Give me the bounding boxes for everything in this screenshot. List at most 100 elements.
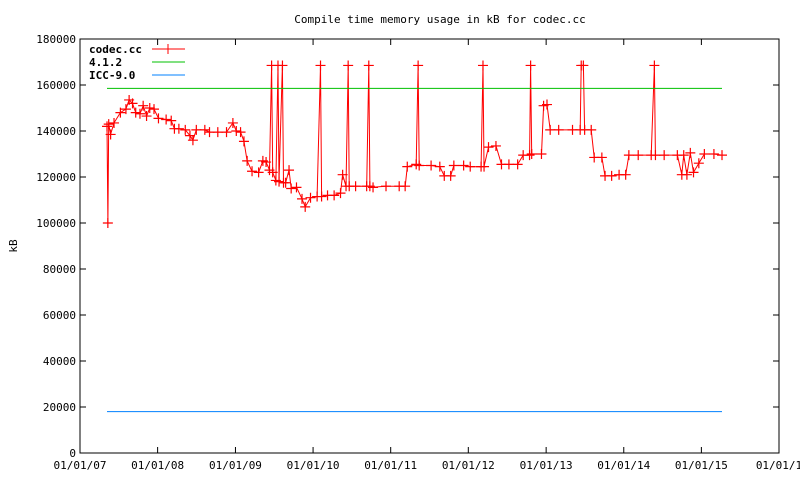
y-tick-label: 160000 <box>36 79 76 92</box>
x-tick-label: 01/01/07 <box>54 459 107 472</box>
y-tick-label: 40000 <box>43 355 76 368</box>
data-point <box>368 182 379 193</box>
data-point <box>231 126 242 136</box>
y-tick-label: 100000 <box>36 217 76 230</box>
data-point <box>267 167 278 178</box>
data-point <box>633 150 644 161</box>
data-point <box>693 158 704 169</box>
data-point <box>138 100 149 111</box>
data-point <box>221 127 232 138</box>
data-point <box>242 155 253 166</box>
data-point <box>120 104 131 115</box>
data-point <box>105 129 116 140</box>
data-point <box>458 160 469 171</box>
data-point <box>649 60 660 71</box>
data-point <box>596 152 607 163</box>
y-tick-label: 140000 <box>36 125 76 138</box>
data-point <box>315 60 326 71</box>
data-point <box>247 166 258 177</box>
data-point <box>448 160 459 171</box>
legend-label: ICC-9.0 <box>89 69 135 82</box>
x-tick-label: 01/01/13 <box>520 459 573 472</box>
data-point <box>545 124 556 135</box>
legend-label: codec.cc <box>89 43 142 56</box>
data-point <box>541 99 552 110</box>
data-point <box>659 150 670 161</box>
x-tick-label: 01/01/10 <box>287 459 340 472</box>
data-point <box>350 181 361 192</box>
data-point <box>284 165 295 176</box>
data-point <box>238 136 249 147</box>
data-point <box>688 167 699 178</box>
data-point <box>536 149 547 159</box>
data-point <box>134 108 145 119</box>
data-point <box>102 121 113 132</box>
y-tick-label: 120000 <box>36 171 76 184</box>
data-point <box>173 123 184 134</box>
data-point <box>253 167 264 178</box>
data-point <box>586 124 597 135</box>
data-point <box>335 188 346 199</box>
data-point <box>708 149 719 159</box>
chart-title: Compile time memory usage in kB for code… <box>294 13 585 26</box>
data-point <box>512 159 523 170</box>
data-point <box>130 107 141 118</box>
data-point <box>413 60 424 71</box>
x-tick-label: 01/01/12 <box>442 459 495 472</box>
data-point <box>381 181 392 192</box>
data-point <box>479 161 490 172</box>
data-point <box>144 103 155 113</box>
x-tick-label: 01/01/08 <box>131 459 184 472</box>
data-point <box>483 142 494 153</box>
data-point <box>426 160 437 171</box>
data-point <box>363 60 374 71</box>
x-tick-label: 01/01/1 <box>756 459 800 472</box>
data-point <box>280 177 291 188</box>
data-point <box>305 192 316 203</box>
data-point <box>103 119 114 130</box>
data-point <box>235 127 246 138</box>
data-point <box>286 183 297 194</box>
data-point <box>329 190 340 201</box>
data-point <box>277 60 288 71</box>
data-point <box>297 193 308 204</box>
data-point <box>620 169 631 180</box>
x-tick-label: 01/01/09 <box>209 459 262 472</box>
data-point <box>149 104 160 115</box>
series-codec-cc <box>102 60 728 228</box>
data-point <box>127 98 138 109</box>
data-point <box>274 176 285 187</box>
data-point <box>606 170 617 181</box>
data-point <box>699 149 710 159</box>
data-point <box>191 124 202 135</box>
data-point <box>477 60 488 71</box>
data-point <box>578 60 589 71</box>
x-tick-label: 01/01/11 <box>364 459 417 472</box>
data-point <box>525 60 536 71</box>
data-point <box>261 157 272 168</box>
plot-frame <box>79 38 780 454</box>
data-point <box>445 170 456 181</box>
data-point <box>291 182 302 193</box>
y-tick-label: 0 <box>69 447 76 460</box>
data-point <box>685 147 696 158</box>
data-point <box>102 218 113 228</box>
series-line <box>106 64 723 224</box>
data-point <box>212 127 223 138</box>
data-point <box>503 159 514 170</box>
data-point <box>402 161 413 172</box>
x-tick-label: 01/01/14 <box>597 459 650 472</box>
y-tick-label: 80000 <box>43 263 76 276</box>
data-point <box>524 150 535 161</box>
data-point <box>187 135 198 146</box>
data-point <box>180 124 191 135</box>
data-point <box>400 181 411 192</box>
data-point <box>717 150 728 161</box>
legend-label: 4.1.2 <box>89 56 122 69</box>
data-point <box>650 150 661 161</box>
data-point <box>161 114 172 125</box>
data-point <box>199 124 210 135</box>
data-point <box>490 140 501 151</box>
